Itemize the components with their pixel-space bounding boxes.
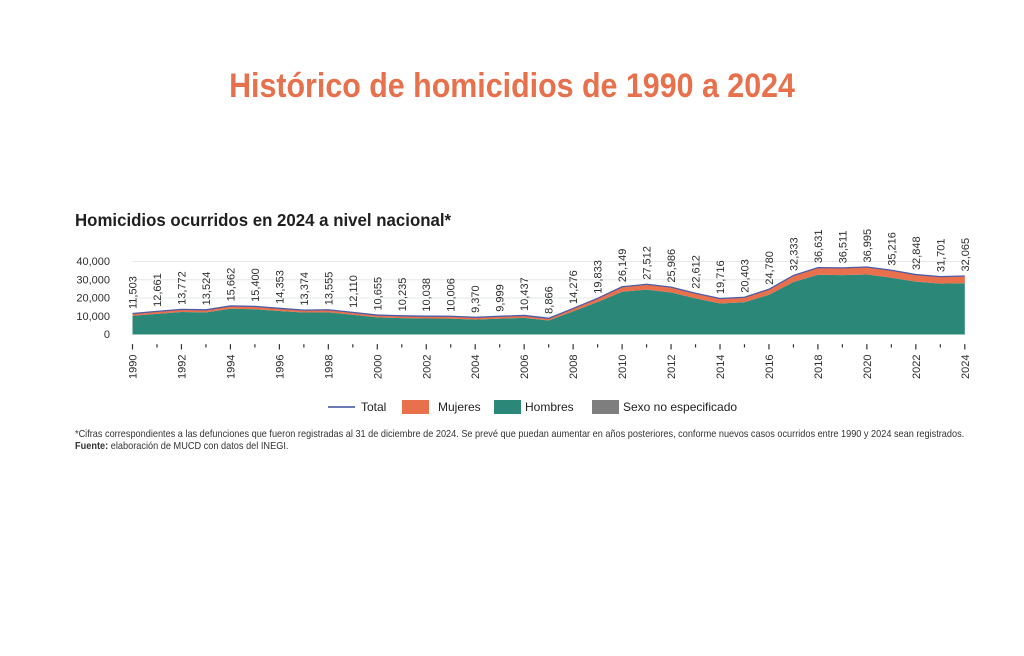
svg-text:2000: 2000 [372,355,384,379]
svg-text:19,716: 19,716 [715,260,727,294]
svg-text:24,780: 24,780 [764,251,776,285]
svg-text:26,149: 26,149 [617,249,629,283]
svg-text:0: 0 [104,329,110,341]
svg-text:31,701: 31,701 [935,238,947,272]
svg-text:19,833: 19,833 [593,260,605,294]
svg-text:36,631: 36,631 [813,229,825,263]
svg-text:9,999: 9,999 [495,284,507,312]
svg-text:10,006: 10,006 [446,278,458,312]
svg-text:10,000: 10,000 [76,311,110,323]
svg-text:2024: 2024 [960,355,972,379]
svg-text:12,110: 12,110 [348,275,360,308]
svg-text:2018: 2018 [813,355,825,379]
svg-text:13,555: 13,555 [323,272,335,306]
svg-text:27,512: 27,512 [642,246,654,280]
svg-text:13,772: 13,772 [176,271,188,305]
svg-text:36,995: 36,995 [862,229,874,263]
svg-text:32,065: 32,065 [960,238,972,272]
svg-text:13,374: 13,374 [299,272,311,306]
svg-text:13,524: 13,524 [201,272,213,306]
svg-text:2008: 2008 [568,355,580,379]
svg-text:8,866: 8,866 [544,286,556,314]
svg-text:14,276: 14,276 [568,270,580,304]
svg-text:1998: 1998 [323,355,335,379]
svg-text:10,437: 10,437 [519,277,531,311]
svg-text:15,662: 15,662 [225,268,237,302]
svg-text:2012: 2012 [666,355,678,379]
svg-text:20,000: 20,000 [76,293,110,305]
svg-text:1996: 1996 [274,355,286,379]
svg-text:1992: 1992 [176,355,188,379]
svg-text:2010: 2010 [617,355,629,379]
svg-text:2002: 2002 [421,355,433,379]
svg-text:32,333: 32,333 [788,237,800,271]
svg-text:2020: 2020 [862,355,874,379]
svg-text:22,612: 22,612 [691,255,703,289]
svg-text:10,038: 10,038 [421,278,433,312]
svg-text:10,655: 10,655 [372,277,384,311]
svg-text:2016: 2016 [764,355,776,379]
svg-text:12,661: 12,661 [152,273,164,307]
svg-text:1990: 1990 [128,355,140,379]
svg-text:1994: 1994 [225,355,237,379]
svg-text:11,503: 11,503 [128,276,140,309]
svg-text:20,403: 20,403 [739,259,751,293]
svg-text:25,986: 25,986 [666,249,678,283]
svg-text:2006: 2006 [519,355,531,379]
svg-text:2022: 2022 [911,355,923,379]
svg-text:40,000: 40,000 [76,256,110,268]
svg-text:14,353: 14,353 [274,270,286,304]
svg-text:9,370: 9,370 [470,285,482,313]
svg-text:32,848: 32,848 [911,236,923,270]
svg-text:35,216: 35,216 [886,232,898,266]
svg-text:15,400: 15,400 [250,268,262,302]
svg-text:30,000: 30,000 [76,274,110,286]
svg-text:2004: 2004 [470,355,482,379]
svg-text:2014: 2014 [715,355,727,379]
svg-text:36,511: 36,511 [837,231,849,264]
svg-text:10,235: 10,235 [397,278,409,312]
